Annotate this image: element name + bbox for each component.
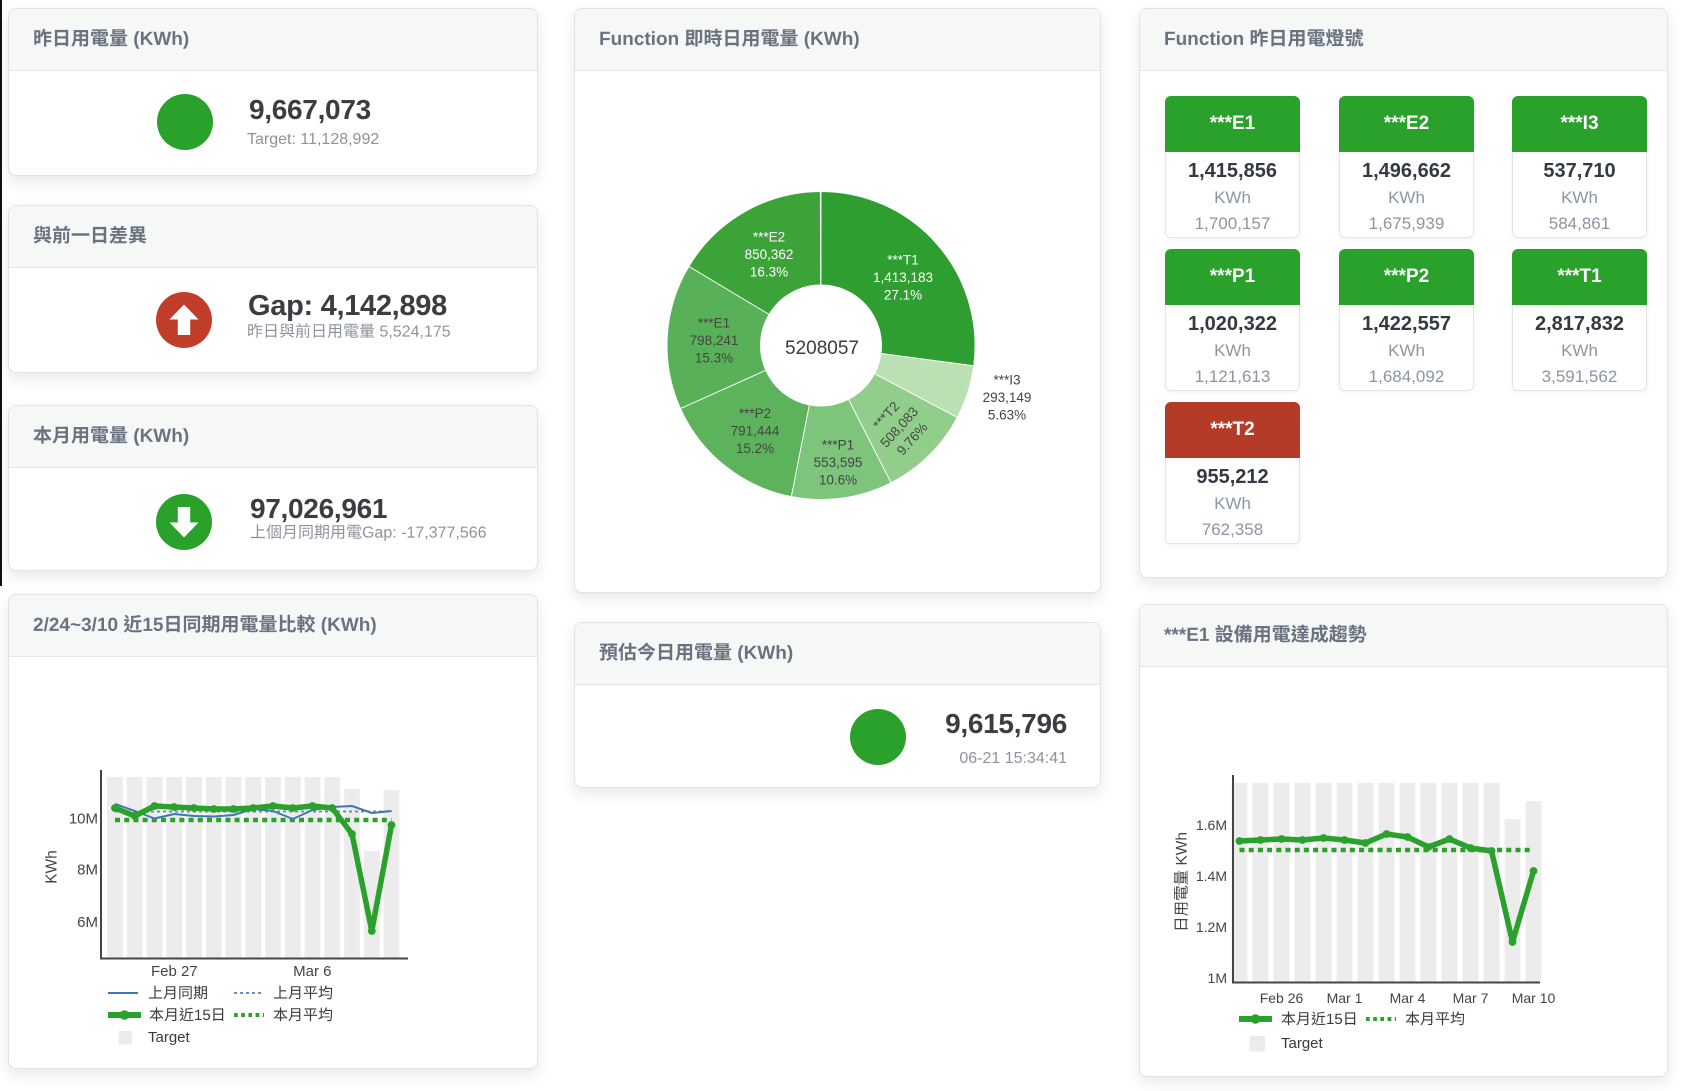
svg-text:Target: Target xyxy=(148,1029,191,1046)
svg-text:1.6M: 1.6M xyxy=(1196,817,1227,833)
svg-text:798,241: 798,241 xyxy=(690,333,739,348)
svg-text:8M: 8M xyxy=(77,862,98,879)
svg-text:1.2M: 1.2M xyxy=(1196,919,1227,935)
svg-text:Feb 26: Feb 26 xyxy=(1260,990,1304,1006)
svg-text:***E2: ***E2 xyxy=(753,229,785,244)
svg-text:Mar 7: Mar 7 xyxy=(1453,990,1489,1006)
svg-text:Mar 1: Mar 1 xyxy=(1327,990,1363,1006)
svg-text:***I3: ***I3 xyxy=(993,372,1020,387)
svg-text:10M: 10M xyxy=(69,811,98,828)
svg-text:293,149: 293,149 xyxy=(983,390,1032,405)
svg-text:5.63%: 5.63% xyxy=(988,407,1026,422)
svg-text:6M: 6M xyxy=(77,914,98,931)
svg-text:***T1: ***T1 xyxy=(887,252,919,267)
svg-text:1.4M: 1.4M xyxy=(1196,868,1227,884)
svg-text:15.3%: 15.3% xyxy=(695,350,733,365)
svg-text:Mar 6: Mar 6 xyxy=(293,963,331,980)
svg-text:16.3%: 16.3% xyxy=(750,264,788,279)
svg-text:850,362: 850,362 xyxy=(745,247,794,262)
svg-text:27.1%: 27.1% xyxy=(884,287,922,302)
svg-text:Mar 10: Mar 10 xyxy=(1512,990,1556,1006)
svg-text:***P2: ***P2 xyxy=(739,406,771,421)
svg-text:791,444: 791,444 xyxy=(731,423,780,438)
svg-text:1M: 1M xyxy=(1208,970,1227,986)
svg-text:Feb 27: Feb 27 xyxy=(151,963,198,980)
svg-text:15.2%: 15.2% xyxy=(736,441,774,456)
svg-text:553,595: 553,595 xyxy=(814,455,863,470)
svg-text:10.6%: 10.6% xyxy=(819,472,857,487)
svg-text:KWh: KWh xyxy=(44,850,61,884)
svg-text:Mar 4: Mar 4 xyxy=(1390,990,1426,1006)
svg-text:5208057: 5208057 xyxy=(785,338,859,359)
svg-text:***P1: ***P1 xyxy=(822,437,854,452)
svg-text:Target: Target xyxy=(1281,1035,1324,1052)
svg-text:1,413,183: 1,413,183 xyxy=(873,270,933,285)
svg-text:***E1: ***E1 xyxy=(698,315,730,330)
